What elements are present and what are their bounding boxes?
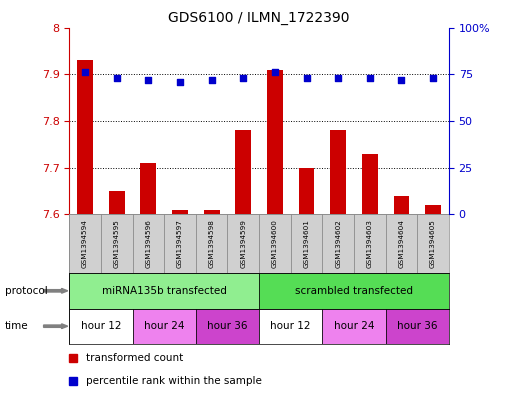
Bar bbox=[235, 130, 251, 214]
Bar bbox=[196, 309, 259, 344]
Text: time: time bbox=[5, 321, 29, 331]
Point bbox=[207, 77, 215, 83]
Point bbox=[397, 77, 405, 83]
Bar bbox=[259, 214, 291, 273]
Text: transformed count: transformed count bbox=[86, 353, 184, 363]
Point bbox=[429, 75, 437, 81]
Bar bbox=[330, 130, 346, 214]
Bar bbox=[322, 309, 386, 344]
Bar bbox=[69, 309, 132, 344]
Point bbox=[302, 75, 310, 81]
Bar bbox=[196, 214, 227, 273]
Bar bbox=[227, 214, 259, 273]
Bar bbox=[299, 167, 314, 214]
Bar bbox=[69, 273, 259, 309]
Text: GSM1394595: GSM1394595 bbox=[114, 219, 120, 268]
Bar bbox=[77, 60, 93, 214]
Bar bbox=[259, 273, 449, 309]
Text: hour 12: hour 12 bbox=[81, 321, 121, 331]
Bar bbox=[141, 163, 156, 214]
Point bbox=[366, 75, 374, 81]
Text: miRNA135b transfected: miRNA135b transfected bbox=[102, 286, 227, 296]
Bar bbox=[101, 214, 132, 273]
Bar bbox=[362, 154, 378, 214]
Bar bbox=[69, 214, 101, 273]
Bar bbox=[267, 70, 283, 214]
Point bbox=[113, 75, 121, 81]
Point bbox=[81, 69, 89, 75]
Text: GSM1394597: GSM1394597 bbox=[177, 219, 183, 268]
Point bbox=[239, 75, 247, 81]
Text: GSM1394601: GSM1394601 bbox=[304, 219, 309, 268]
Text: hour 36: hour 36 bbox=[397, 321, 438, 331]
Text: GSM1394604: GSM1394604 bbox=[399, 219, 404, 268]
Text: GSM1394605: GSM1394605 bbox=[430, 219, 436, 268]
Bar bbox=[322, 214, 354, 273]
Title: GDS6100 / ILMN_1722390: GDS6100 / ILMN_1722390 bbox=[168, 11, 350, 25]
Point bbox=[271, 69, 279, 75]
Text: hour 24: hour 24 bbox=[144, 321, 184, 331]
Point bbox=[334, 75, 342, 81]
Text: GSM1394598: GSM1394598 bbox=[209, 219, 214, 268]
Bar bbox=[132, 214, 164, 273]
Bar bbox=[393, 195, 409, 214]
Point bbox=[144, 77, 152, 83]
Text: GSM1394599: GSM1394599 bbox=[240, 219, 246, 268]
Bar bbox=[417, 214, 449, 273]
Bar bbox=[386, 214, 417, 273]
Text: percentile rank within the sample: percentile rank within the sample bbox=[86, 376, 262, 386]
Text: GSM1394603: GSM1394603 bbox=[367, 219, 373, 268]
Bar bbox=[259, 309, 322, 344]
Bar bbox=[354, 214, 386, 273]
Text: GSM1394596: GSM1394596 bbox=[145, 219, 151, 268]
Point bbox=[176, 79, 184, 85]
Text: GSM1394600: GSM1394600 bbox=[272, 219, 278, 268]
Bar bbox=[172, 209, 188, 214]
Text: GSM1394602: GSM1394602 bbox=[335, 219, 341, 268]
Text: scrambled transfected: scrambled transfected bbox=[295, 286, 413, 296]
Text: protocol: protocol bbox=[5, 286, 48, 296]
Bar bbox=[291, 214, 322, 273]
Bar bbox=[109, 191, 125, 214]
Text: hour 24: hour 24 bbox=[334, 321, 374, 331]
Bar bbox=[386, 309, 449, 344]
Bar bbox=[164, 214, 196, 273]
Text: GSM1394594: GSM1394594 bbox=[82, 219, 88, 268]
Bar bbox=[132, 309, 196, 344]
Text: hour 12: hour 12 bbox=[270, 321, 311, 331]
Text: hour 36: hour 36 bbox=[207, 321, 248, 331]
Bar bbox=[425, 205, 441, 214]
Bar bbox=[204, 209, 220, 214]
